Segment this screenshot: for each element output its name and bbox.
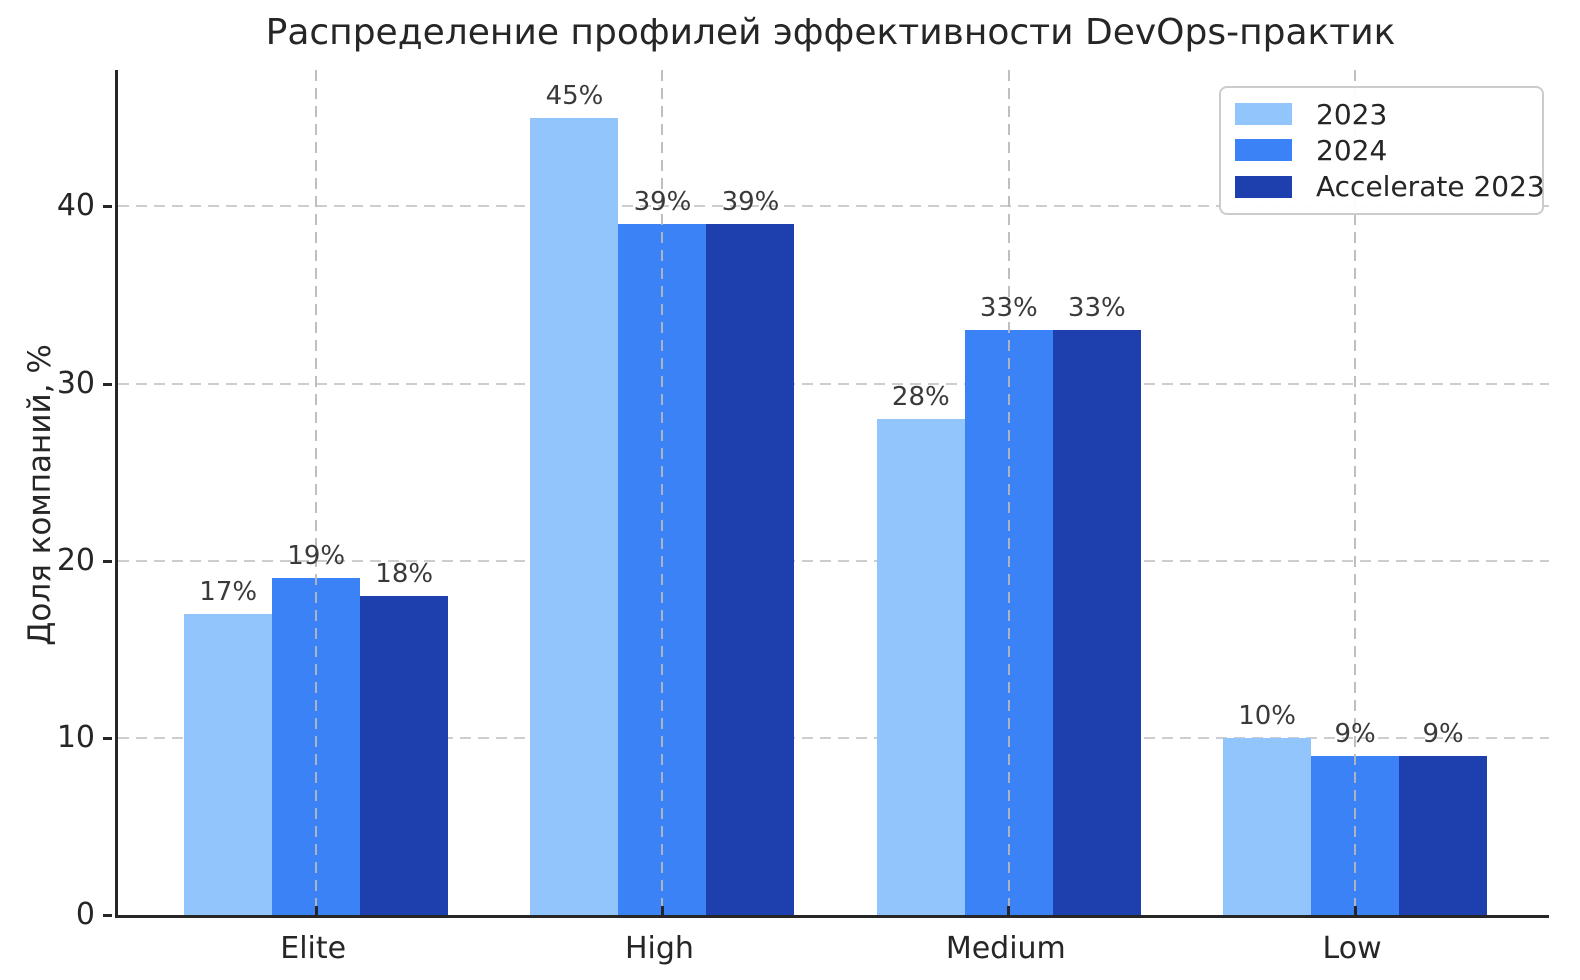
bar-accelerate-2023-medium <box>1052 330 1141 915</box>
y-tick-label-40: 40 <box>56 188 95 224</box>
bar-value-label-accelerate-2023-low: 9% <box>1422 718 1464 749</box>
bar-value-label-2023-low: 10% <box>1238 700 1296 731</box>
gridline-y-40 <box>118 205 1549 208</box>
bar-2023-medium <box>876 418 965 915</box>
legend-label-2023: 2023 <box>1316 97 1388 131</box>
bar-accelerate-2023-high <box>706 224 795 915</box>
legend-label-accelerate-2023: Accelerate 2023 <box>1316 170 1545 204</box>
legend-swatch-2024 <box>1235 139 1292 162</box>
gridline-y-30 <box>118 382 1549 385</box>
y-tick-label-0: 0 <box>75 897 95 932</box>
legend-label-2024: 2024 <box>1316 133 1388 167</box>
bar-value-label-2023-high: 45% <box>545 80 604 111</box>
legend-row-2023: 2023 <box>1235 98 1532 131</box>
gridline-x-low <box>1354 70 1357 915</box>
gridline-y-10 <box>118 736 1549 739</box>
x-tick-mark-high <box>660 906 664 915</box>
y-tick-mark-10 <box>103 736 112 740</box>
x-tick-label-low: Low <box>1322 931 1382 966</box>
bar-value-label-2023-medium: 28% <box>891 381 950 412</box>
bar-value-label-accelerate-2023-high: 39% <box>721 187 780 218</box>
bar-value-label-accelerate-2023-medium: 33% <box>1067 293 1126 324</box>
bar-accelerate-2023-elite <box>360 596 449 915</box>
legend-items: 2023 2024 Accelerate 2023 <box>1235 96 1545 205</box>
x-tick-label-high: High <box>625 931 694 966</box>
bar-accelerate-2023-low <box>1399 755 1488 915</box>
gridline-x-medium <box>1007 70 1010 915</box>
y-tick-mark-30 <box>103 382 112 386</box>
bar-value-label-accelerate-2023-elite: 18% <box>375 559 434 590</box>
bar-value-label-2024-low: 9% <box>1334 718 1376 749</box>
bar-value-label-2024-elite: 19% <box>287 541 346 572</box>
legend-row-2024: 2024 <box>1235 134 1532 167</box>
x-tick-label-elite: Elite <box>280 931 347 966</box>
y-tick-mark-20 <box>103 559 112 563</box>
gridline-x-high <box>661 70 664 915</box>
y-tick-label-30: 30 <box>56 365 95 401</box>
bar-2023-high <box>530 117 619 915</box>
bar-2023-elite <box>184 613 273 915</box>
legend: 2023 2024 Accelerate 2023 <box>1219 86 1545 215</box>
x-tick-label-medium: Medium <box>945 931 1066 966</box>
y-tick-label-20: 20 <box>56 542 95 578</box>
legend-swatch-accelerate-2023 <box>1235 175 1292 198</box>
y-tick-mark-0 <box>103 914 112 917</box>
bar-2023-low <box>1223 737 1312 915</box>
bar-value-label-2023-elite: 17% <box>199 576 258 607</box>
plot-area: 17% 19% 18% 45% 39% 39% 28% 33% 33% 10% 9% 9% <box>115 70 1549 918</box>
y-tick-label-10: 10 <box>56 719 95 755</box>
gridline-x-elite <box>315 70 318 915</box>
chart-title: Распределение профилей эффективности Dev… <box>265 12 1396 53</box>
legend-swatch-2023 <box>1235 103 1292 126</box>
gridline-y-20 <box>118 559 1549 562</box>
x-tick-mark-low <box>1353 906 1357 915</box>
y-axis-label: Доля компаний, % <box>22 344 58 646</box>
y-tick-mark-40 <box>103 205 112 209</box>
x-tick-mark-medium <box>1007 906 1011 915</box>
bar-value-label-2024-medium: 33% <box>979 293 1038 324</box>
bar-value-label-2024-high: 39% <box>633 187 692 218</box>
x-tick-mark-elite <box>314 906 318 915</box>
legend-row-accelerate-2023: Accelerate 2023 <box>1235 170 1545 203</box>
